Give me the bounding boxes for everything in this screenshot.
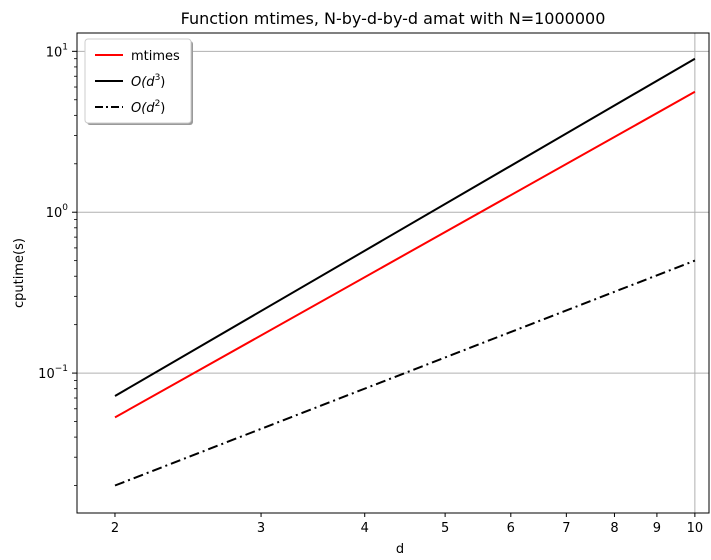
x-tick-label: 4 — [361, 521, 369, 536]
x-axis-ticks: 2 3 4 5 6 7 8 9 10 — [111, 513, 703, 536]
y-axis-label: cputime(s) — [12, 238, 27, 308]
x-tick-label: 10 — [687, 521, 704, 536]
series-line-0 — [114, 90, 696, 419]
x-tick-label: 7 — [562, 521, 570, 536]
y-tick-label: 100 — [46, 203, 69, 221]
series-line-1 — [114, 57, 696, 397]
x-tick-label: 5 — [441, 521, 449, 536]
chart-title: Function mtimes, N-by-d-by-d amat with N… — [181, 9, 606, 28]
x-tick-label: 9 — [653, 521, 661, 536]
legend: mtimes O(d3) O(d2) — [84, 38, 193, 125]
x-tick-label: 2 — [111, 521, 119, 536]
legend-label-2: O(d2) — [131, 99, 165, 116]
series-lines — [114, 57, 696, 487]
x-axis-label: d — [396, 542, 404, 557]
series-line-2 — [114, 259, 696, 487]
legend-label-1: O(d3) — [131, 73, 165, 90]
legend-label-0: mtimes — [131, 49, 180, 64]
y-tick-label: 10−1 — [38, 364, 68, 382]
x-tick-label: 6 — [507, 521, 515, 536]
y-tick-label: 101 — [46, 42, 68, 60]
x-tick-label: 8 — [610, 521, 618, 536]
legend-box — [84, 38, 192, 124]
x-tick-label: 3 — [257, 521, 265, 536]
y-axis-ticks: 10−1 100 101 — [38, 42, 77, 486]
plot-frame — [76, 32, 710, 514]
